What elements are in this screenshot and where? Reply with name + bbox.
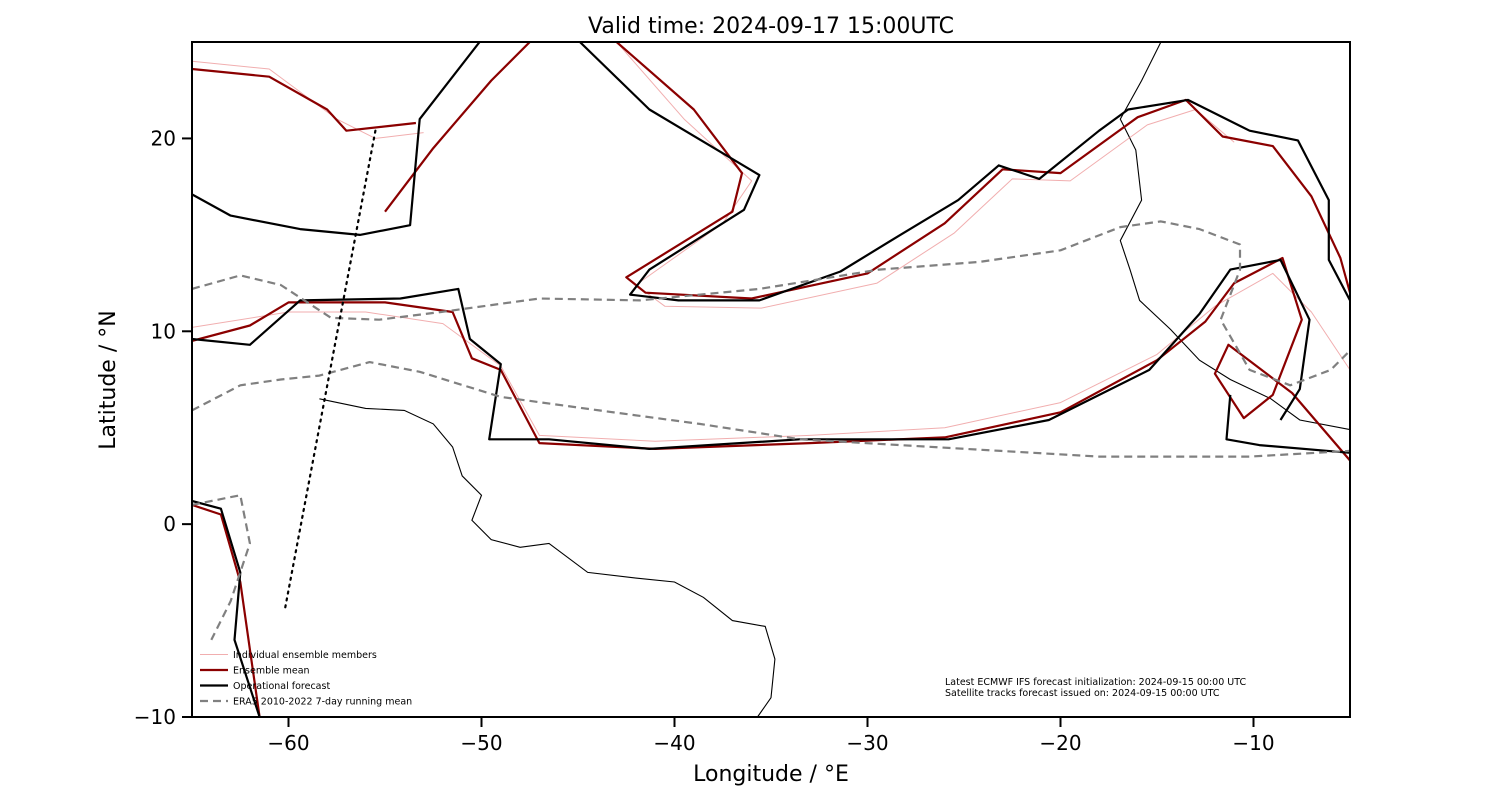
contour-line <box>192 361 1350 458</box>
legend-label: ERA5 2010-2022 7-day running mean <box>233 697 412 708</box>
coastline <box>319 398 776 717</box>
plot-area <box>192 42 1350 717</box>
coastline <box>1119 42 1350 431</box>
contour-line <box>616 42 1235 309</box>
contour-line <box>192 220 1350 387</box>
legend-label: Ensemble mean <box>233 666 310 677</box>
x-tick-label: −30 <box>846 731 888 755</box>
legend-label: Individual ensemble members <box>233 650 377 661</box>
legend-label: Operational forecast <box>233 681 330 692</box>
contour-line <box>192 494 251 641</box>
x-tick-label: −40 <box>653 731 695 755</box>
x-tick-label: −50 <box>460 731 502 755</box>
annotation: Latest ECMWF IFS forecast initialization… <box>945 677 1246 688</box>
y-tick-label: 0 <box>163 512 176 536</box>
contour-line <box>192 42 481 236</box>
legend: Individual ensemble members Ensemble mean… <box>200 650 412 708</box>
x-axis-label: Longitude / °E <box>693 762 849 787</box>
contour-line <box>615 42 1350 300</box>
x-tick-label: −20 <box>1039 731 1081 755</box>
contour-line <box>579 42 1350 302</box>
y-tick-label: 10 <box>151 319 176 343</box>
annotation: Satellite tracks forecast issued on: 202… <box>945 688 1220 699</box>
contour-line <box>192 258 1311 450</box>
y-axis-label: Latitude / °N <box>96 310 121 449</box>
y-tick-label: 20 <box>151 126 176 150</box>
plot-frame <box>191 41 1351 718</box>
contour-line <box>192 272 1350 442</box>
contour-line <box>192 499 261 717</box>
x-tick-label: −60 <box>267 731 309 755</box>
y-tick-label: −10 <box>134 705 176 729</box>
contour-line <box>384 42 531 213</box>
contour-line <box>1225 394 1350 454</box>
chart-title: Valid time: 2024-09-17 15:00UTC <box>588 14 954 39</box>
contour-line <box>192 256 1350 462</box>
contour-line <box>192 67 417 132</box>
x-tick-label: −10 <box>1232 731 1274 755</box>
satellite-track <box>283 129 377 612</box>
